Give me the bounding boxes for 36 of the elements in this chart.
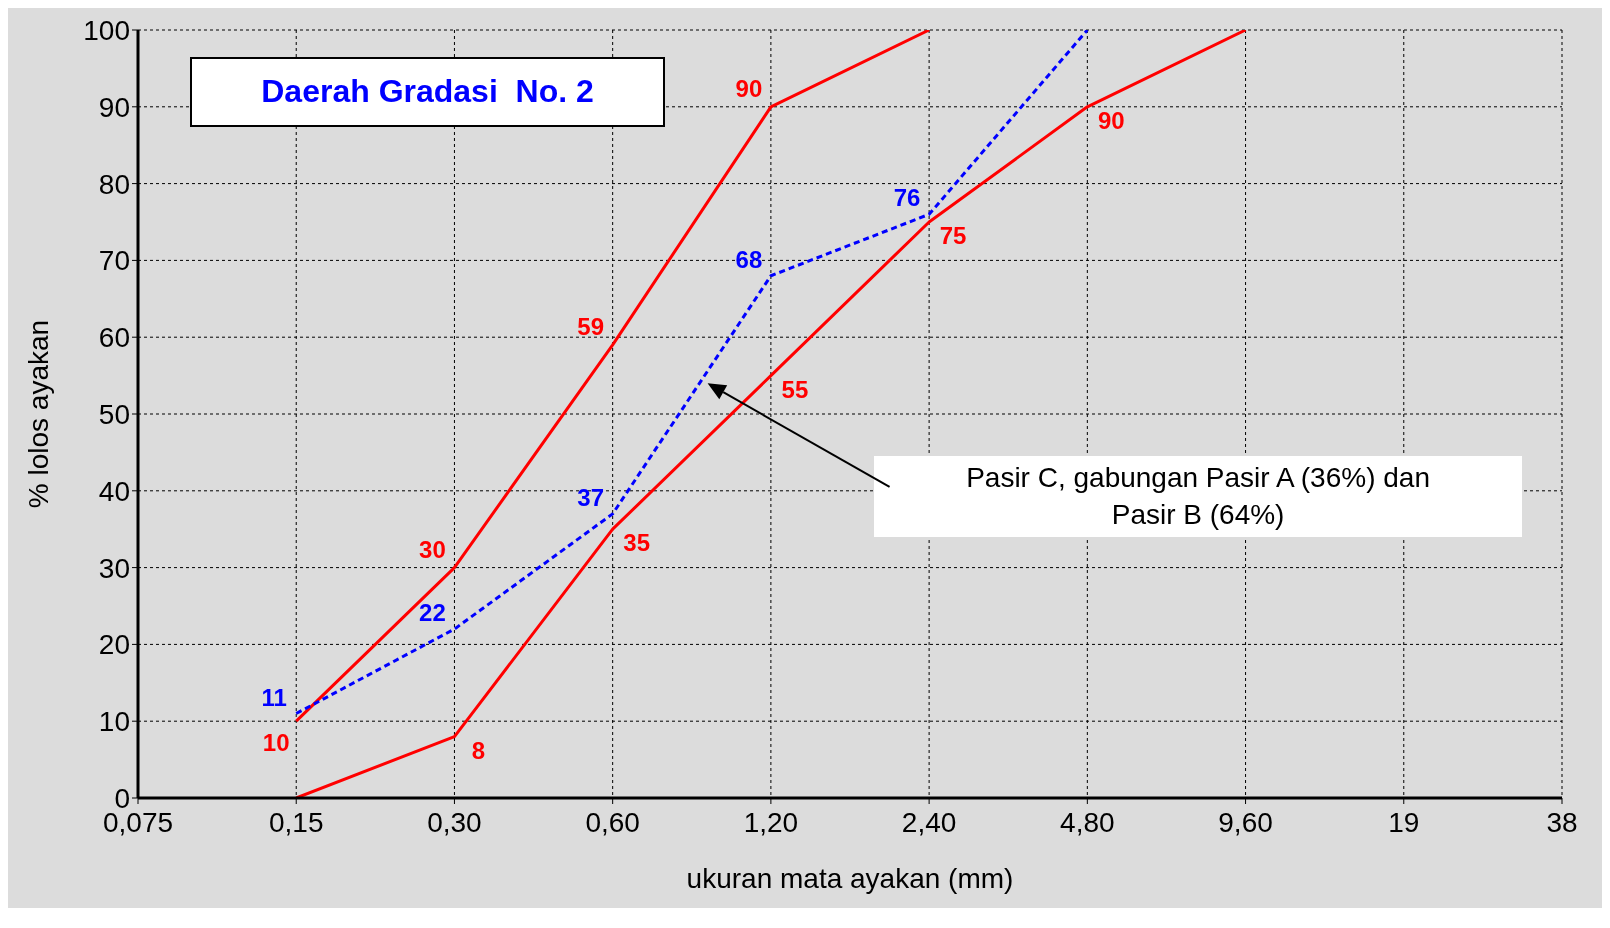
data-label: 35 [623, 529, 651, 557]
data-label: 11 [261, 683, 287, 711]
y-tick-label: 30 [98, 552, 130, 584]
x-tick-label: 0,30 [427, 806, 482, 838]
y-tick-label: 50 [98, 398, 130, 430]
x-tick-label: 9,60 [1218, 806, 1273, 838]
y-tick-label: 10 [98, 706, 130, 738]
data-label: 90 [735, 74, 763, 102]
data-label: 68 [735, 245, 763, 273]
y-tick-label: 70 [98, 245, 130, 277]
y-tick-label: 40 [98, 475, 130, 507]
data-label: 37 [577, 483, 605, 511]
x-axis-title: ukuran mata ayakan (mm) [686, 863, 1014, 894]
y-tick-label: 100 [83, 14, 130, 46]
data-label: 30 [419, 535, 446, 563]
data-label: 10 [262, 729, 290, 757]
data-label: 59 [577, 312, 605, 340]
data-label: 55 [781, 375, 809, 403]
data-label: 8 [471, 736, 486, 764]
data-label: 75 [939, 222, 967, 249]
data-label: 22 [419, 599, 446, 627]
x-tick-label: 0,15 [268, 806, 324, 838]
y-tick-label: 20 [98, 629, 130, 661]
x-tick-label: 4,80 [1060, 806, 1115, 838]
y-tick-label: 80 [98, 168, 130, 200]
y-tick-label: 90 [98, 91, 130, 123]
x-tick-label: 38 [1546, 806, 1578, 838]
x-tick-label: 1,20 [743, 806, 799, 838]
data-label: 90 [1097, 106, 1125, 134]
x-tick-label: 19 [1388, 806, 1420, 838]
y-tick-label: 0 [114, 782, 130, 814]
y-tick-label: 60 [98, 322, 130, 354]
x-tick-label: 2,40 [901, 806, 957, 838]
x-tick-label: 0,60 [585, 806, 640, 838]
y-axis-title: % lolos ayakan [22, 319, 54, 509]
data-label: 76 [893, 184, 921, 212]
